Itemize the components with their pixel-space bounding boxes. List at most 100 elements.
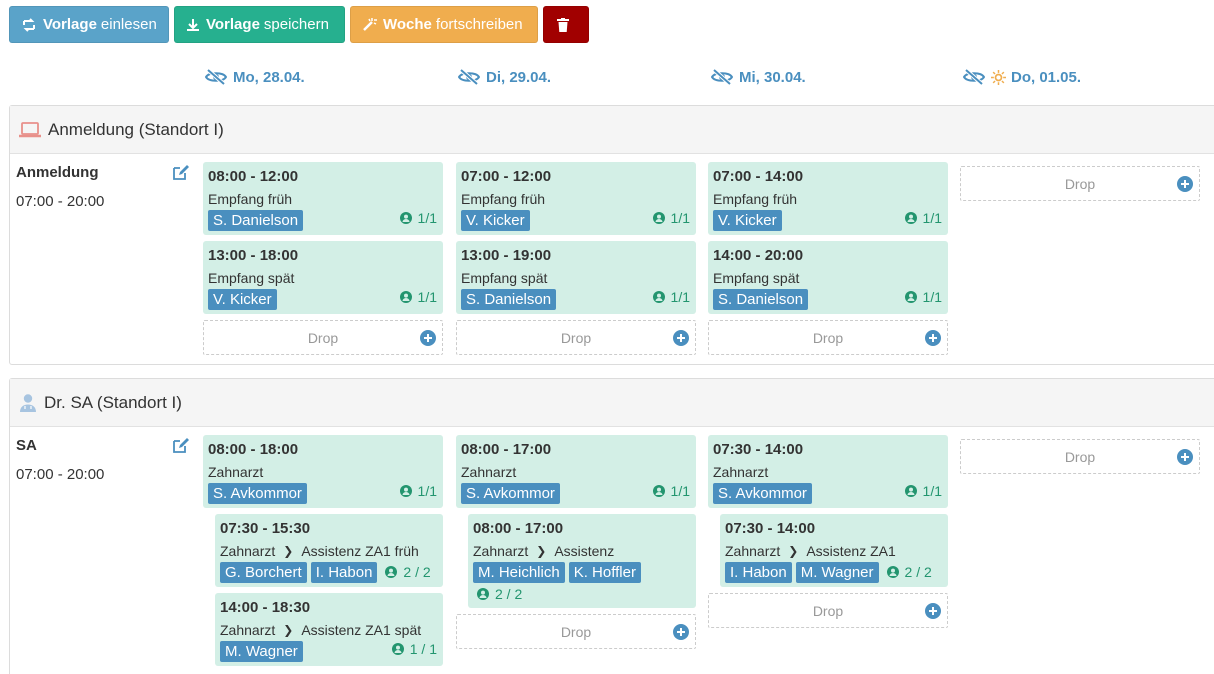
staff-chip[interactable]: K. Hoffler xyxy=(568,561,641,583)
shift-card[interactable]: 07:30 - 14:00 Zahnarzt S. Avkommor 1/1 xyxy=(708,435,948,508)
eye-slash-icon[interactable] xyxy=(205,69,227,85)
shift-card[interactable]: 13:00 - 18:00 Empfang spät V. Kicker 1/1 xyxy=(203,241,443,314)
load-template-label: einlesen xyxy=(100,16,157,33)
user-icon xyxy=(385,566,398,578)
staff-chip[interactable]: I. Habon xyxy=(725,561,792,583)
drop-zone[interactable]: Drop xyxy=(960,439,1200,474)
add-circle-icon[interactable] xyxy=(673,624,689,640)
staff-chip[interactable]: S. Avkommor xyxy=(461,482,560,504)
day-header-wed[interactable]: Mi, 30.04. xyxy=(711,66,806,88)
day-column: Drop xyxy=(960,439,1200,474)
sub-shift-card[interactable]: 07:30 - 15:30 Zahnarzt ❯ Assistenz ZA1 frü… xyxy=(215,514,443,587)
shift-subrole: Assistenz ZA1 früh xyxy=(301,543,419,559)
shift-role-path: Zahnarzt ❯ Assistenz ZA1 xyxy=(725,543,943,559)
staff-chip[interactable]: M. Heichlich xyxy=(473,561,565,583)
shift-card[interactable]: 07:00 - 12:00 Empfang früh V. Kicker 1/1 xyxy=(456,162,696,235)
staff-count: 1/1 xyxy=(652,483,690,499)
shift-role: Empfang früh xyxy=(713,191,798,207)
day-label: Mi, 30.04. xyxy=(739,68,806,86)
shift-card[interactable]: 08:00 - 17:00 Zahnarzt S. Avkommor 1/1 xyxy=(456,435,696,508)
section-header: Dr. SA (Standort I) xyxy=(10,379,1214,427)
add-circle-icon[interactable] xyxy=(1177,176,1193,192)
shift-role: Zahnarzt xyxy=(725,543,781,559)
shift-role: Empfang früh xyxy=(461,191,546,207)
drop-zone[interactable]: Drop xyxy=(456,320,696,355)
add-circle-icon[interactable] xyxy=(420,330,436,346)
staff-chip[interactable]: M. Wagner xyxy=(220,640,303,662)
drop-zone[interactable]: Drop xyxy=(203,320,443,355)
day-header-tue[interactable]: Di, 29.04. xyxy=(458,66,551,88)
shift-role: Zahnarzt xyxy=(473,543,529,559)
edit-icon[interactable] xyxy=(172,164,190,181)
drop-label: Drop xyxy=(307,329,339,346)
staff-count-value: 1 / 1 xyxy=(409,641,437,657)
drop-label: Drop xyxy=(560,623,592,640)
shift-card[interactable]: 13:00 - 19:00 Empfang spät S. Danielson … xyxy=(456,241,696,314)
day-column: 07:00 - 14:00 Empfang früh V. Kicker 1/1… xyxy=(708,162,948,355)
shift-card[interactable]: 07:00 - 14:00 Empfang früh V. Kicker 1/1 xyxy=(708,162,948,235)
shift-time: 08:00 - 18:00 xyxy=(208,441,299,458)
shift-role: Empfang spät xyxy=(713,270,800,286)
drop-zone[interactable]: Drop xyxy=(960,166,1200,201)
add-circle-icon[interactable] xyxy=(673,330,689,346)
user-icon xyxy=(904,485,917,497)
sub-shift-card[interactable]: 07:30 - 14:00 Zahnarzt ❯ Assistenz ZA1 I. … xyxy=(720,514,948,587)
sub-shift-card[interactable]: 08:00 - 17:00 Zahnarzt ❯ Assistenz M. Heic… xyxy=(468,514,696,608)
user-icon xyxy=(399,291,412,303)
staff-chip[interactable]: S. Danielson xyxy=(208,209,304,231)
sub-shift-card[interactable]: 14:00 - 18:30 Zahnarzt ❯ Assistenz ZA1 spä… xyxy=(215,593,443,666)
staff-chip[interactable]: S. Danielson xyxy=(461,288,557,310)
edit-icon[interactable] xyxy=(172,437,190,454)
eye-slash-icon[interactable] xyxy=(711,69,733,85)
staff-chip[interactable]: V. Kicker xyxy=(713,209,782,231)
delete-button[interactable] xyxy=(543,6,589,43)
section-title: Anmeldung (Standort I) xyxy=(48,119,224,139)
shift-card[interactable]: 08:00 - 12:00 Empfang früh S. Danielson … xyxy=(203,162,443,235)
drop-label: Drop xyxy=(812,329,844,346)
download-icon xyxy=(187,18,199,31)
shift-time: 07:30 - 14:00 xyxy=(725,520,816,537)
row-label: Anmeldung 07:00 - 20:00 xyxy=(16,164,104,210)
shift-card[interactable]: 14:00 - 20:00 Empfang spät S. Danielson … xyxy=(708,241,948,314)
drop-zone[interactable]: Drop xyxy=(456,614,696,649)
day-label: Mo, 28.04. xyxy=(233,68,305,86)
eye-slash-icon[interactable] xyxy=(458,69,480,85)
day-column: 08:00 - 18:00 Zahnarzt S. Avkommor 1/1 0… xyxy=(203,435,443,672)
day-header-mon[interactable]: Mo, 28.04. xyxy=(205,66,305,88)
shift-role: Zahnarzt xyxy=(461,464,517,480)
chevron-right-icon: ❯ xyxy=(788,544,799,558)
staff-count-value: 1/1 xyxy=(417,483,437,499)
drop-zone[interactable]: Drop xyxy=(708,593,948,628)
day-column: Drop xyxy=(960,166,1200,201)
drop-zone[interactable]: Drop xyxy=(708,320,948,355)
save-template-button[interactable]: Vorlage speichern xyxy=(174,6,345,43)
continue-week-label: fortschreiben xyxy=(435,16,523,33)
staff-chip[interactable]: S. Avkommor xyxy=(713,482,812,504)
continue-week-button[interactable]: Woche fortschreiben xyxy=(350,6,538,43)
add-circle-icon[interactable] xyxy=(925,603,941,619)
user-icon xyxy=(391,643,404,655)
staff-count: 1/1 xyxy=(904,289,942,305)
row-name: Anmeldung xyxy=(16,164,99,181)
user-icon xyxy=(904,291,917,303)
shift-role: Empfang spät xyxy=(208,270,295,286)
shift-role: Zahnarzt xyxy=(208,464,264,480)
add-circle-icon[interactable] xyxy=(1177,449,1193,465)
staff-chip[interactable]: S. Danielson xyxy=(713,288,809,310)
laptop-icon xyxy=(19,121,41,137)
add-circle-icon[interactable] xyxy=(925,330,941,346)
eye-slash-icon[interactable] xyxy=(963,69,985,85)
staff-chip[interactable]: V. Kicker xyxy=(461,209,530,231)
staff-chip[interactable]: I. Habon xyxy=(310,561,378,583)
day-header-thu[interactable]: Do, 01.05. xyxy=(963,66,1081,88)
staff-count-value: 1/1 xyxy=(922,483,942,499)
staff-chip[interactable]: V. Kicker xyxy=(208,288,277,310)
staff-count: 1 / 1 xyxy=(391,641,437,657)
shift-time: 13:00 - 18:00 xyxy=(208,247,299,264)
day-column: 08:00 - 12:00 Empfang früh S. Danielson … xyxy=(203,162,443,355)
shift-card[interactable]: 08:00 - 18:00 Zahnarzt S. Avkommor 1/1 xyxy=(203,435,443,508)
load-template-button[interactable]: Vorlage einlesen xyxy=(9,6,169,43)
staff-chip[interactable]: G. Borchert xyxy=(220,561,307,583)
staff-chip[interactable]: M. Wagner xyxy=(795,561,879,583)
staff-chip[interactable]: S. Avkommor xyxy=(208,482,307,504)
